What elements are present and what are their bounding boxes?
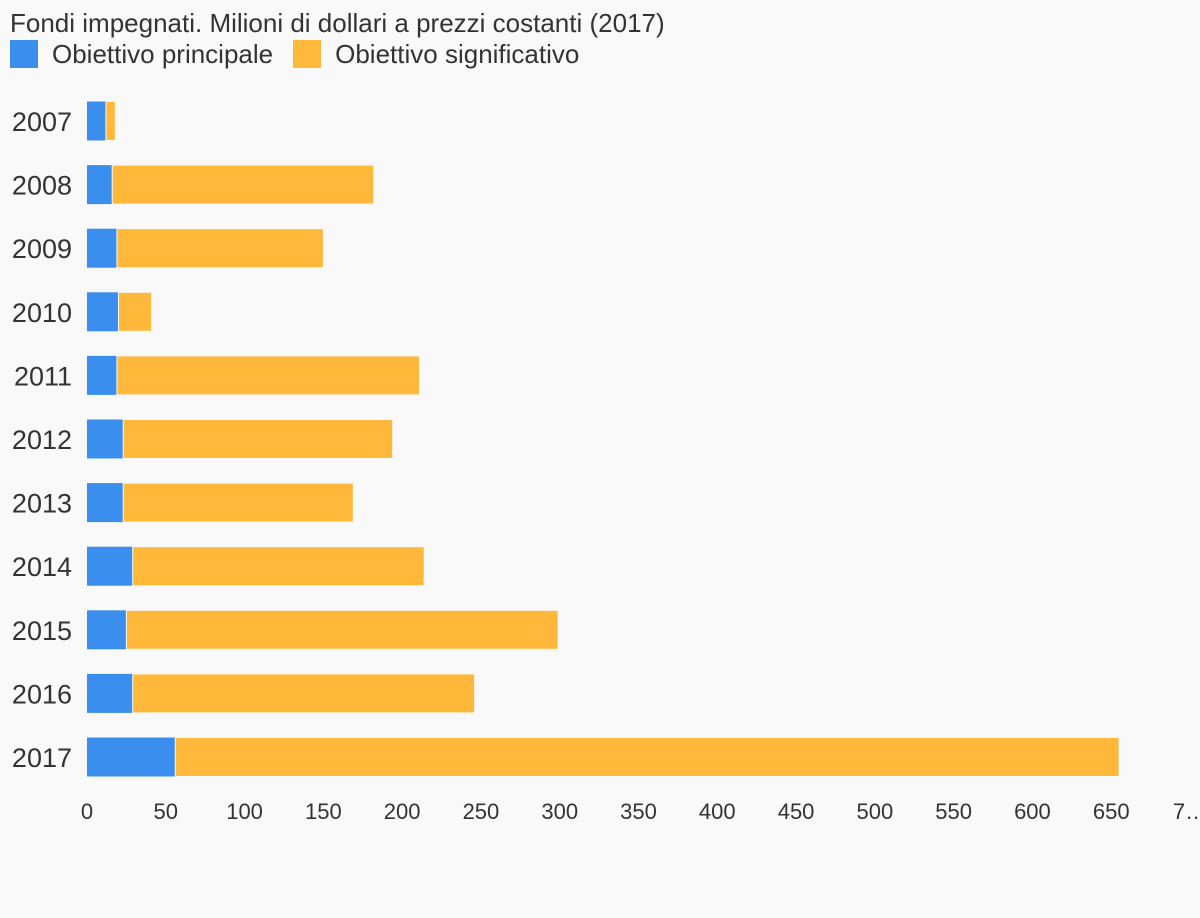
y-tick-label-2010: 2010 bbox=[12, 298, 72, 328]
x-tick-label-2: 100 bbox=[226, 799, 263, 824]
x-tick-label-11: 550 bbox=[935, 799, 972, 824]
bar-significativo-2011[interactable] bbox=[116, 355, 420, 396]
bar-significativo-2015[interactable] bbox=[125, 609, 559, 650]
bar-principale-2007[interactable] bbox=[87, 101, 106, 141]
x-tick-label-12: 600 bbox=[1014, 799, 1051, 824]
y-tick-label-2014: 2014 bbox=[12, 552, 72, 582]
legend-swatch-obiettivo-principale bbox=[10, 40, 38, 68]
bar-principale-2015[interactable] bbox=[87, 610, 127, 650]
y-tick-label-2007: 2007 bbox=[12, 107, 72, 137]
x-tick-label-0: 0 bbox=[81, 799, 93, 824]
bar-principale-2012[interactable] bbox=[87, 419, 124, 459]
y-tick-label-2009: 2009 bbox=[12, 234, 72, 264]
x-tick-label-1: 50 bbox=[154, 799, 178, 824]
bar-principale-2008[interactable] bbox=[87, 165, 113, 205]
y-tick-label-2015: 2015 bbox=[12, 616, 72, 646]
x-tick-label-7: 350 bbox=[620, 799, 657, 824]
y-tick-label-2013: 2013 bbox=[12, 489, 72, 519]
y-tick-label-2011: 2011 bbox=[14, 361, 72, 391]
bar-principale-2014[interactable] bbox=[87, 546, 133, 586]
bar-principale-2010[interactable] bbox=[87, 292, 119, 332]
bar-significativo-2016[interactable] bbox=[132, 673, 476, 714]
bar-significativo-2012[interactable] bbox=[122, 419, 394, 459]
bar-principale-2017[interactable] bbox=[87, 737, 176, 777]
legend-label-obiettivo-principale: Obiettivo principale bbox=[52, 38, 274, 69]
x-tick-label-9: 450 bbox=[778, 799, 815, 824]
x-tick-label-14: 7… bbox=[1173, 799, 1200, 824]
y-tick-label-2012: 2012 bbox=[12, 425, 72, 455]
x-tick-label-10: 500 bbox=[856, 799, 893, 824]
x-tick-label-6: 300 bbox=[541, 799, 578, 824]
x-tick-label-5: 250 bbox=[463, 799, 500, 824]
x-tick-label-13: 650 bbox=[1093, 799, 1130, 824]
y-tick-label-2017: 2017 bbox=[12, 743, 72, 773]
bar-significativo-2009[interactable] bbox=[116, 228, 324, 269]
bar-principale-2013[interactable] bbox=[87, 483, 124, 523]
bar-principale-2011[interactable] bbox=[87, 355, 117, 395]
legend-label-obiettivo-significativo: Obiettivo significativo bbox=[335, 38, 580, 69]
bar-principale-2016[interactable] bbox=[87, 673, 133, 713]
x-tick-label-4: 200 bbox=[384, 799, 421, 824]
bar-principale-2009[interactable] bbox=[87, 228, 117, 268]
legend-item-obiettivo-principale[interactable]: Obiettivo principale bbox=[10, 39, 273, 70]
legend-swatch-obiettivo-significativo bbox=[293, 40, 322, 68]
y-tick-label-2016: 2016 bbox=[12, 679, 72, 709]
x-tick-label-3: 150 bbox=[305, 799, 342, 824]
bar-significativo-2010[interactable] bbox=[118, 291, 153, 332]
bar-significativo-2014[interactable] bbox=[132, 546, 425, 587]
bar-significativo-2017[interactable] bbox=[174, 737, 1120, 777]
legend-item-obiettivo-significativo[interactable]: Obiettivo significativo bbox=[293, 39, 579, 70]
chart-title: Fondi impegnati. Milioni di dollari a pr… bbox=[10, 8, 665, 38]
bar-significativo-2013[interactable] bbox=[122, 482, 354, 523]
legend: Obiettivo principale Obiettivo significa… bbox=[10, 38, 599, 70]
bar-significativo-2007[interactable] bbox=[105, 101, 116, 141]
bar-significativo-2008[interactable] bbox=[111, 164, 375, 205]
x-tick-label-8: 400 bbox=[699, 799, 736, 824]
y-tick-label-2008: 2008 bbox=[12, 171, 72, 201]
